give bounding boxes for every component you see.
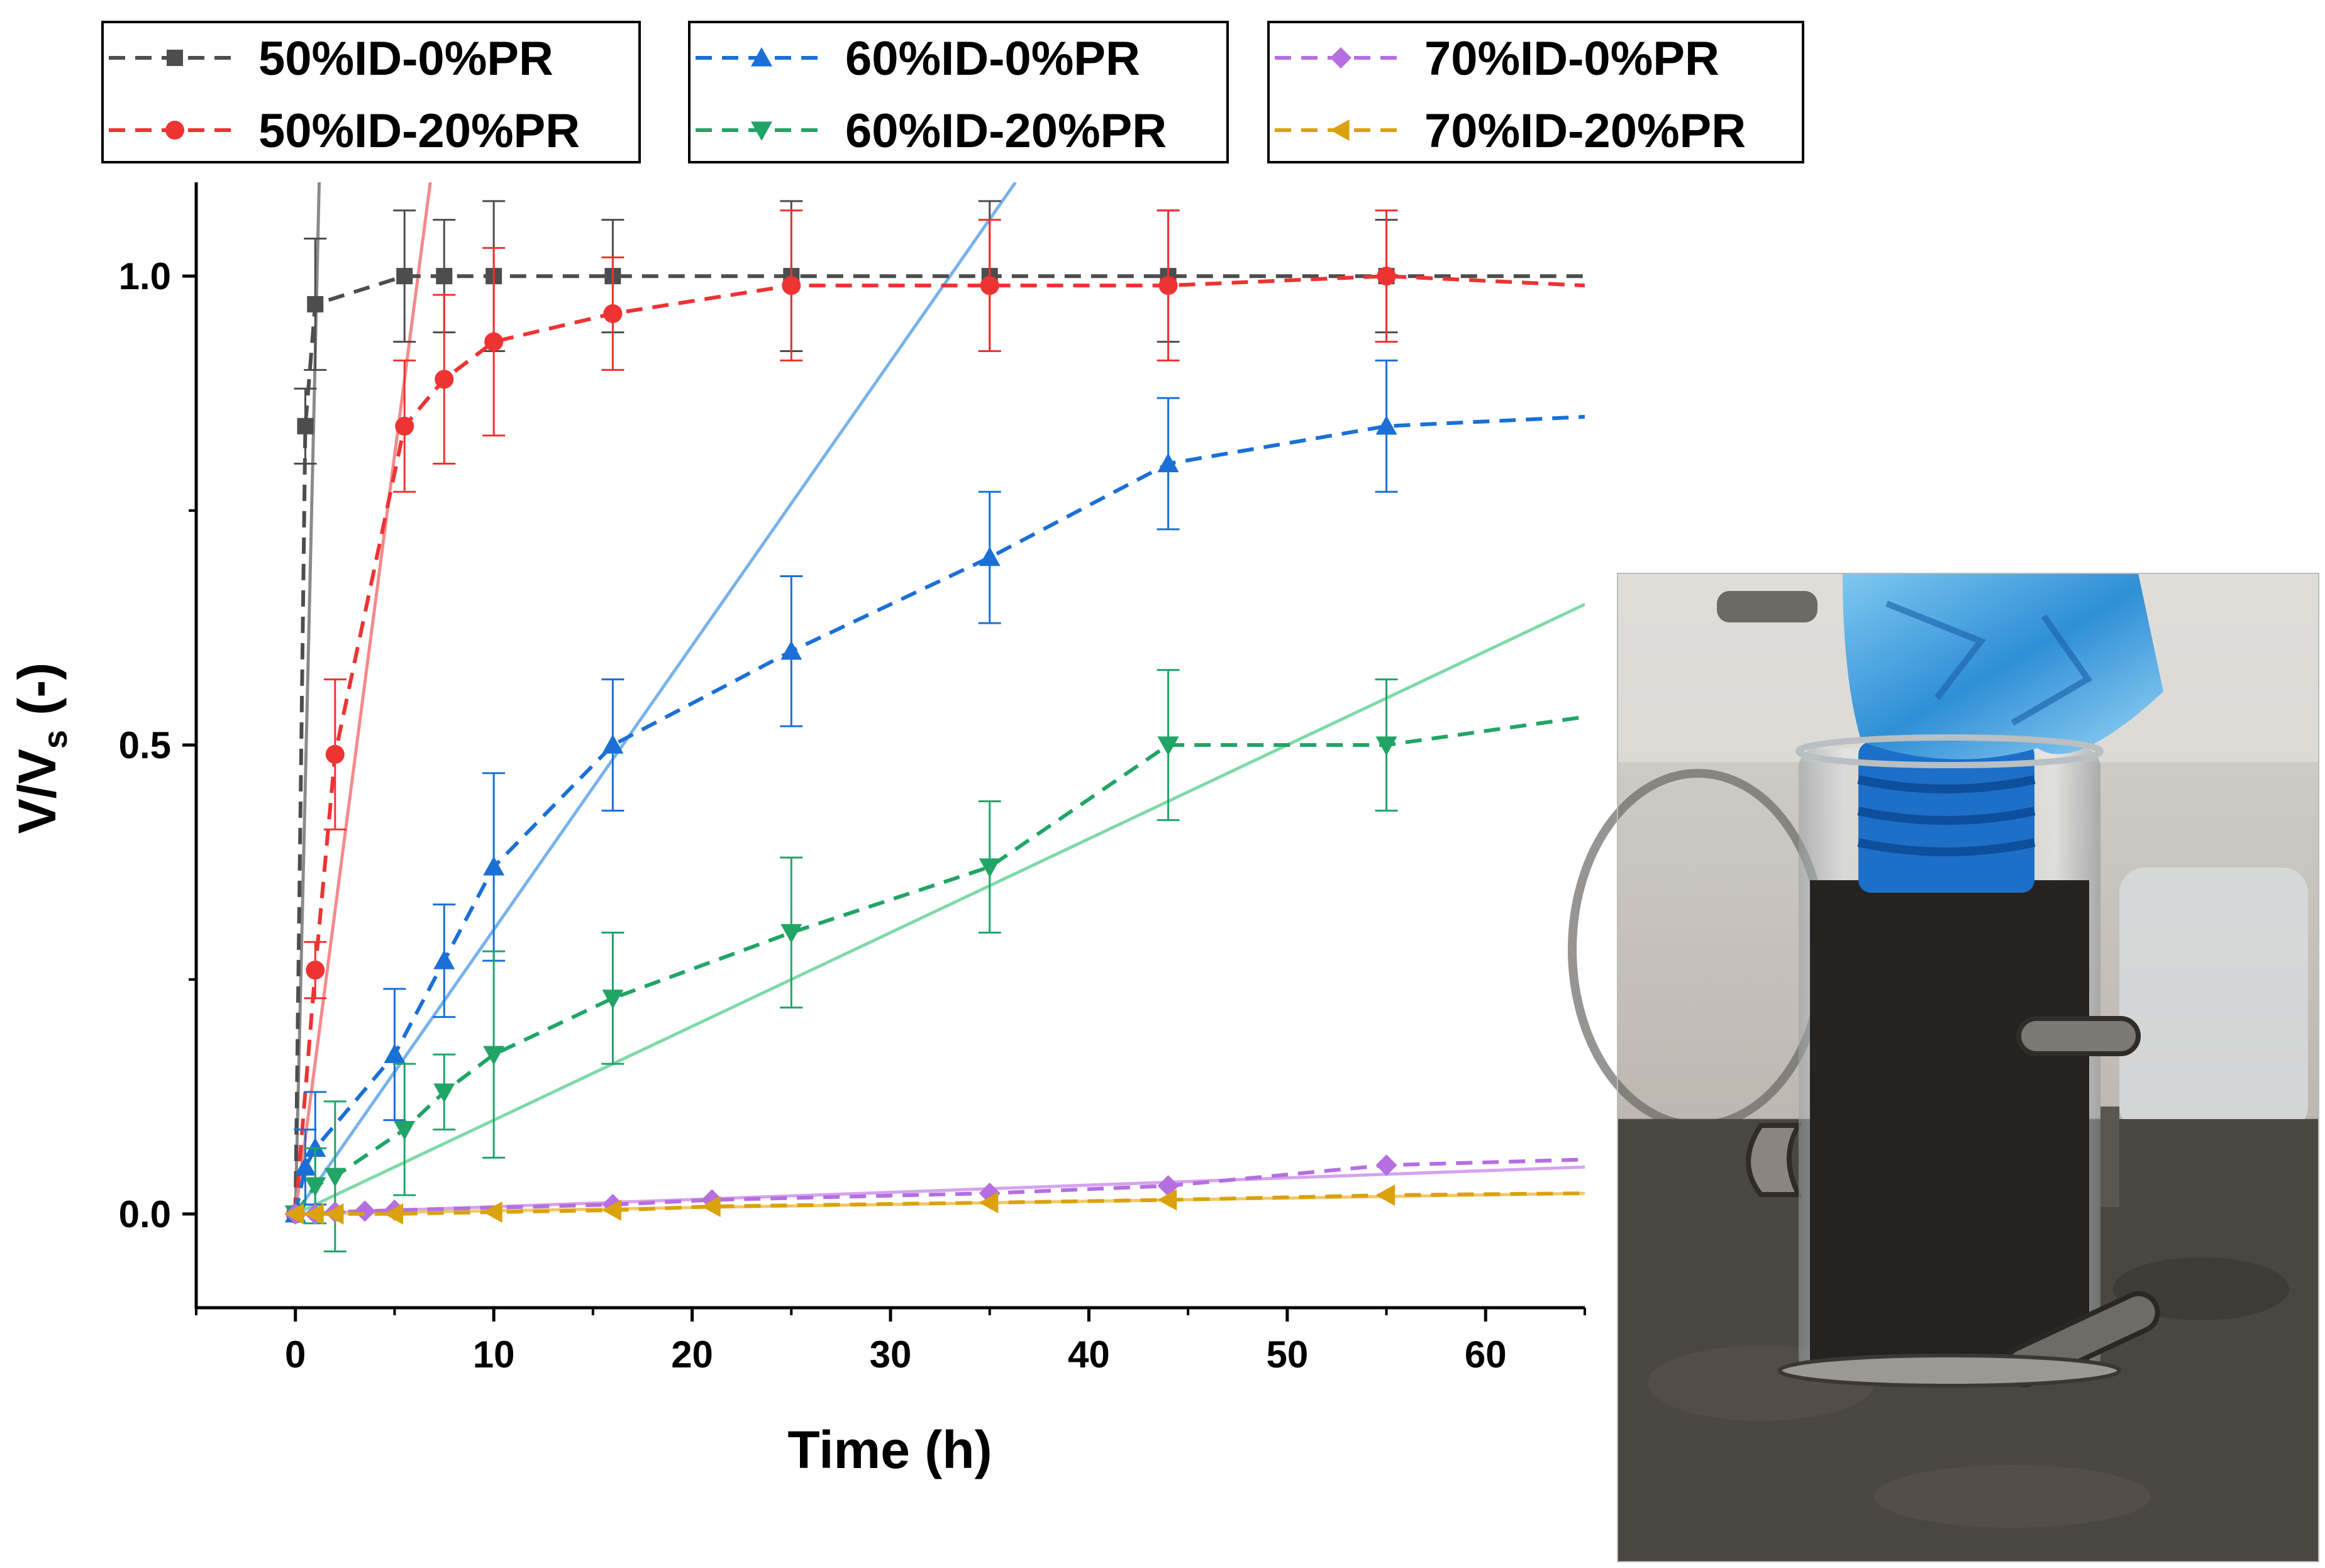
data-point — [979, 1191, 999, 1213]
data-point — [396, 268, 413, 285]
data-point — [394, 1120, 416, 1140]
data-point — [167, 50, 183, 66]
legend: 50%ID-0%PR 50%ID-20%PR 60%ID-0%PR 60%ID-20%… — [101, 21, 1804, 163]
data-point — [433, 1083, 455, 1103]
legend-label: 60%ID-20%PR — [845, 104, 1167, 158]
data-point — [324, 1168, 346, 1188]
series-60%ID-0%PR — [284, 359, 1585, 1223]
data-point — [294, 1156, 316, 1176]
data-point — [603, 304, 623, 323]
series-70%ID-20%PR — [284, 1184, 1585, 1225]
data-point — [324, 1203, 344, 1225]
legend-label: 70%ID-20%PR — [1424, 104, 1746, 158]
data-point — [384, 1203, 404, 1225]
axes: 0 10 20 30 40 50 60 0.0 0.5 1.0 — [119, 182, 1586, 1376]
y-axis-title-subscript: s — [36, 730, 74, 749]
data-series — [284, 200, 1585, 1252]
data-point — [751, 47, 772, 67]
y-axis-title-suffix: (-) — [8, 663, 67, 730]
data-point — [701, 1195, 721, 1217]
data-point — [483, 856, 505, 876]
x-axis-title: Time (h) — [787, 1420, 992, 1479]
legend-label: 50%ID-0%PR — [258, 32, 553, 86]
x-tick-label: 20 — [671, 1333, 713, 1376]
y-tick-label: 0.5 — [119, 724, 171, 766]
data-point — [284, 1203, 304, 1225]
x-tick-label: 10 — [473, 1333, 515, 1376]
data-point — [780, 640, 802, 660]
x-tick-label: 60 — [1465, 1333, 1507, 1376]
y-tick-label: 1.0 — [119, 255, 171, 297]
y-axis-title-main: V/V — [8, 749, 67, 834]
data-point — [1157, 453, 1179, 473]
data-point — [325, 744, 345, 764]
data-point — [304, 1137, 326, 1157]
series-50%ID-20%PR — [286, 209, 1585, 1223]
data-point — [1330, 47, 1351, 69]
data-point — [1375, 1154, 1397, 1176]
data-point — [1330, 119, 1350, 141]
svg-text:V/Vs (-): V/Vs (-) — [8, 663, 74, 834]
data-point — [979, 546, 1001, 566]
series-line — [293, 414, 1585, 1215]
photo-inset — [1568, 573, 2319, 1562]
data-point — [297, 417, 314, 434]
x-tick-label: 40 — [1068, 1333, 1110, 1376]
data-point — [602, 990, 624, 1009]
series-line — [293, 274, 1585, 1215]
y-tick-label: 0.0 — [119, 1193, 171, 1235]
x-tick-label: 30 — [870, 1333, 912, 1376]
data-point — [354, 1200, 376, 1222]
series-60%ID-20%PR — [284, 669, 1585, 1252]
data-point — [435, 370, 454, 389]
data-point — [483, 1046, 505, 1066]
legend-label: 50%ID-20%PR — [258, 104, 580, 158]
data-point — [751, 121, 772, 141]
data-point — [483, 1201, 502, 1223]
data-point — [436, 268, 453, 285]
data-point — [433, 950, 455, 969]
legend-label: 70%ID-0%PR — [1424, 32, 1719, 86]
data-point — [1157, 736, 1179, 756]
fit-line — [294, 182, 1017, 1215]
legend-box — [688, 21, 1229, 163]
data-point — [306, 961, 325, 980]
photo-frame — [1617, 573, 2319, 1562]
x-tick-label: 50 — [1266, 1333, 1308, 1376]
data-point — [1377, 267, 1396, 286]
data-point — [602, 734, 624, 754]
data-point — [395, 416, 414, 436]
data-point — [307, 295, 324, 312]
data-point — [304, 1203, 324, 1225]
x-tick-label: 0 — [285, 1333, 306, 1376]
data-point — [602, 1199, 621, 1221]
legend-box — [1267, 21, 1804, 163]
data-point — [1158, 276, 1178, 295]
data-point — [782, 276, 801, 295]
data-point — [484, 332, 504, 351]
data-point — [384, 1044, 406, 1063]
data-point — [304, 1177, 326, 1197]
series-line — [293, 274, 1585, 1214]
data-point — [1375, 415, 1397, 435]
legend-label: 60%ID-0%PR — [845, 32, 1140, 86]
legend-box — [101, 21, 641, 163]
data-point — [1375, 1184, 1396, 1206]
data-point — [780, 924, 802, 944]
data-point — [980, 276, 999, 295]
series-50%ID-0%PR — [287, 200, 1585, 1222]
fit-line — [294, 182, 432, 1215]
series-line — [294, 715, 1585, 1215]
data-point — [165, 121, 184, 140]
data-point — [979, 858, 1001, 878]
data-point — [1375, 736, 1397, 756]
data-point — [1157, 1189, 1177, 1211]
fit-line — [294, 602, 1585, 1216]
y-axis-title: V/Vs (-) — [8, 663, 74, 834]
